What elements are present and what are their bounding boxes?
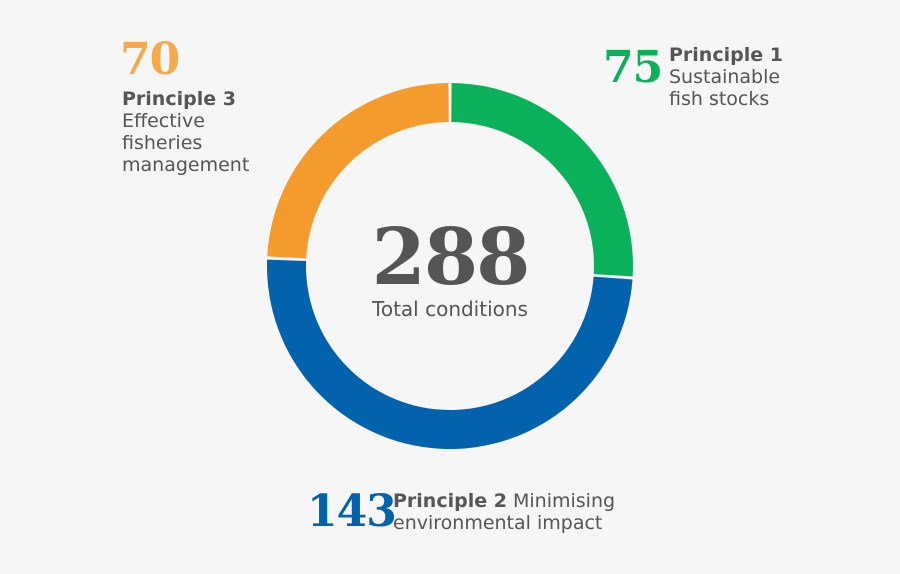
principle-2-title: Principle 2 [393, 490, 507, 512]
principle-2-label: Principle 2 Minimising environmental imp… [393, 490, 615, 534]
principle-1-value: 75 [603, 42, 663, 93]
principle-2-value: 143 [307, 486, 397, 537]
total-value: 288 [371, 212, 531, 303]
principle-3-label: Principle 3 Effective fisheries manageme… [122, 88, 249, 176]
principle-1-title: Principle 1 [669, 44, 783, 66]
principle-2-line1: Minimising [513, 490, 616, 512]
principle-1-line1: Sustainable [669, 66, 781, 88]
principle-3-value: 70 [120, 34, 180, 85]
principle-1-line2: fish stocks [669, 88, 770, 110]
principle-3-line2: fisheries [122, 132, 203, 154]
donut-slice-principle-3 [267, 83, 449, 259]
principle-3-line1: Effective [122, 110, 205, 132]
donut-slice-principle-1 [451, 83, 634, 277]
total-label: Total conditions [372, 297, 528, 321]
principle-1-label: Principle 1 Sustainable fish stocks [669, 44, 783, 110]
principle-3-line3: management [122, 154, 250, 176]
principle-3-title: Principle 3 [122, 88, 236, 110]
principle-2-line2: environmental impact [393, 512, 603, 534]
donut-slice-principle-2 [267, 259, 633, 449]
